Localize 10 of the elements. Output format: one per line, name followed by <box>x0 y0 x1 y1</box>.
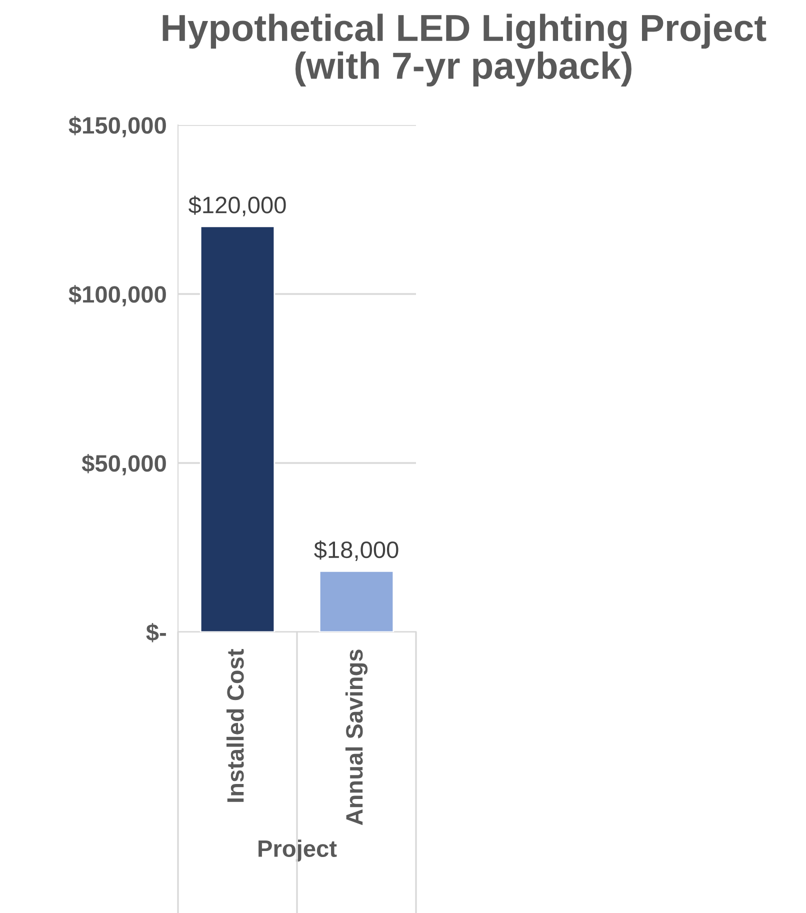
y-tick-label: $- <box>146 623 166 642</box>
chart-title: Hypothetical LED Lighting Project (with 7-yr payback) <box>162 14 766 86</box>
x-tick-label: Installed Cost <box>226 648 244 802</box>
data-label: $18,000 <box>314 540 398 561</box>
x-tick-label: Annual Savings <box>345 650 368 826</box>
data-label: $120,000 <box>188 196 286 216</box>
y-tick-label: $150,000 <box>68 116 166 138</box>
y-tick-label: $100,000 <box>68 285 166 306</box>
x-axis-title: Project <box>258 840 337 862</box>
y-tick-label: $50,000 <box>82 454 166 476</box>
